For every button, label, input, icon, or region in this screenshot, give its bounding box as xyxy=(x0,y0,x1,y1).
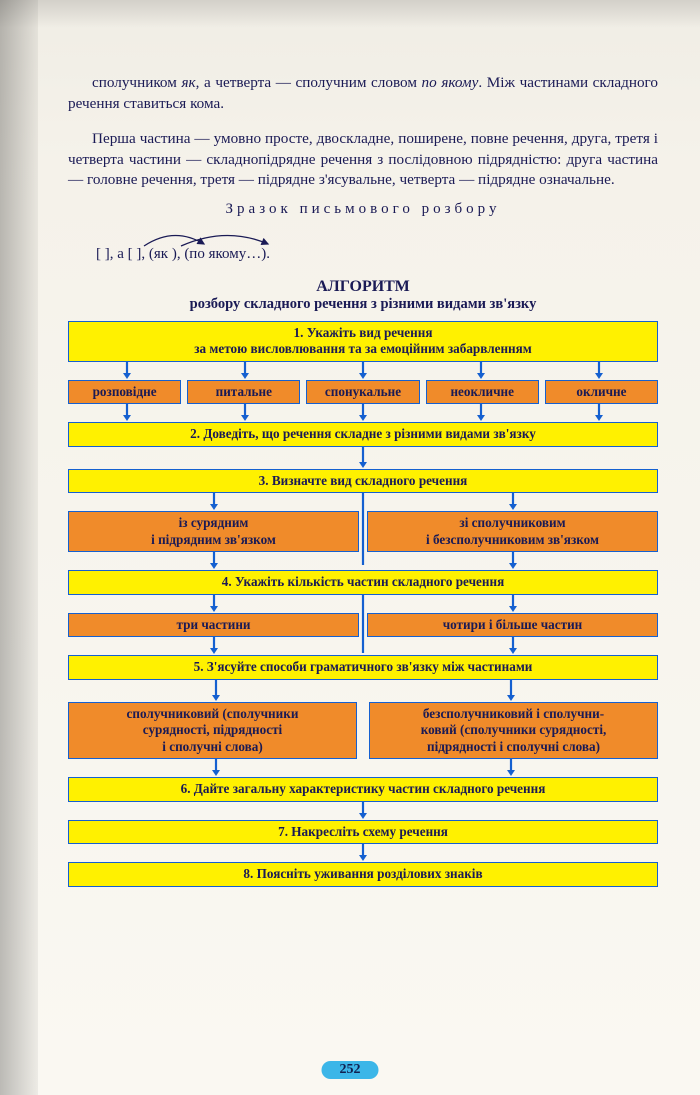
center-line-3 xyxy=(359,493,367,570)
step-8-box: 8. Поясніть уживання розділових знаків xyxy=(68,862,658,887)
schema-text: [ ], а [ ], (як ), (по якому…). xyxy=(96,246,270,262)
arrows-8 xyxy=(68,844,658,862)
opt-four-more-parts: чотири і більше частин xyxy=(367,613,658,638)
opt-three-parts: три частини xyxy=(68,613,359,638)
p1-mid: , а четверта — сполучним словом xyxy=(196,74,422,91)
paragraph-1: сполучником як, а четверта — сполучним с… xyxy=(68,73,658,114)
opt-sponukalne: спонукальне xyxy=(306,380,419,405)
step-3-box: 3. Визначте вид складного речення xyxy=(68,469,658,494)
arrows-7 xyxy=(68,802,658,820)
opt-5b: безсполучниковий і сполучни- ковий (спол… xyxy=(369,702,658,760)
opt-neoklychne: неокличне xyxy=(426,380,539,405)
opt-oklychne: окличне xyxy=(545,380,658,405)
opt-spoluchnykovym: зі сполучниковим і безсполучниковим зв'я… xyxy=(367,511,658,552)
arrows-1 xyxy=(68,362,658,380)
page-number-badge: 252 xyxy=(322,1061,379,1079)
step-5-box: 5. З'ясуйте способи граматичного зв'язку… xyxy=(68,655,658,680)
step4-split: три частини чотири і більше частин xyxy=(68,595,658,656)
algorithm-subtitle: розбору складного речення з різними вида… xyxy=(68,296,658,313)
arrows-3 xyxy=(68,447,658,469)
flowchart: 1. Укажіть вид речення за метою висловлю… xyxy=(68,321,658,887)
step-1-line-2: за метою висловлювання та за емоційним з… xyxy=(75,341,651,358)
opt-5a: сполучниковий (сполучники сурядності, пі… xyxy=(68,702,357,760)
p1-it2: по якому xyxy=(422,74,479,91)
step-2-box: 2. Доведіть, що речення складне з різним… xyxy=(68,422,658,447)
arrows-2 xyxy=(68,404,658,422)
paragraph-2: Перша частина — умовно просте, двоскладн… xyxy=(68,129,658,191)
arrows-6 xyxy=(68,759,658,777)
step-7-box: 7. Накресліть схему речення xyxy=(68,820,658,845)
step-4-box: 4. Укажіть кількість частин складного ре… xyxy=(68,570,658,595)
algorithm-title: АЛГОРИТМ xyxy=(68,278,658,296)
textbook-page: сполучником як, а четверта — сполучним с… xyxy=(0,0,700,1095)
opt-rozpovidne: розповідне xyxy=(68,380,181,405)
step-6-box: 6. Дайте загальну характеристику частин … xyxy=(68,777,658,802)
p1-it1: як xyxy=(181,74,195,91)
step-1-box: 1. Укажіть вид речення за метою висловлю… xyxy=(68,321,658,362)
options-1-row: розповідне питальне спонукальне неокличн… xyxy=(68,380,658,405)
arrows-5 xyxy=(68,680,658,702)
options-5-row: сполучниковий (сполучники сурядності, пі… xyxy=(68,702,658,760)
p1-pre: сполучником xyxy=(92,74,181,91)
center-line-4 xyxy=(359,595,367,656)
sentence-schema: [ ], а [ ], (як ), (по якому…). xyxy=(96,224,658,264)
sample-heading: Зразок письмового розбору xyxy=(68,201,658,218)
step-1-line-1: 1. Укажіть вид речення xyxy=(75,325,651,342)
opt-suriadnym: із сурядним і підрядним зв'язком xyxy=(68,511,359,552)
opt-pytalne: питальне xyxy=(187,380,300,405)
step3-split: із сурядним і підрядним зв'язком зі спол… xyxy=(68,493,658,570)
